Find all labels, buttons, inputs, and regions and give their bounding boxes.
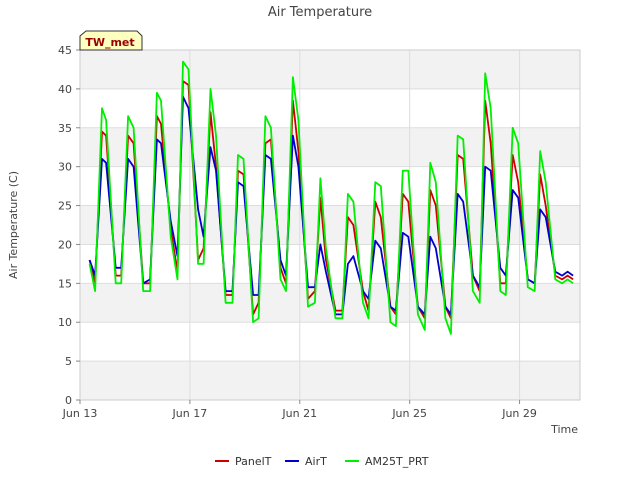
series-lines [88, 60, 574, 335]
legend-label: PanelT [235, 455, 272, 468]
plot-bands [80, 50, 580, 400]
y-tick-label: 45 [58, 44, 72, 57]
legend-item: AirT [285, 455, 327, 468]
x-tick-label: Jun 29 [501, 407, 537, 420]
x-tick-label: Jun 13 [62, 407, 98, 420]
y-tick-label: 25 [58, 200, 72, 213]
plot-frame [79, 49, 581, 401]
plot-band [80, 205, 580, 245]
x-tick-label: Jun 21 [281, 407, 317, 420]
series-line-am25t-prt [88, 60, 574, 335]
x-axis: Jun 13 Jun 17 Jun 21 Jun 25 Jun 29 [62, 400, 537, 420]
y-tick-label: 35 [58, 122, 72, 135]
plot-band [80, 50, 580, 89]
badge-label: TW_met [85, 36, 134, 49]
y-axis-label: Air Temperature (C) [7, 171, 20, 279]
y-tick-label: 40 [58, 83, 72, 96]
x-tick-label: Jun 25 [391, 407, 427, 420]
y-tick-label: 15 [58, 277, 72, 290]
plot-band [80, 361, 580, 400]
y-tick-label: 10 [58, 316, 72, 329]
x-tick-label: Jun 17 [172, 407, 208, 420]
badge-box [79, 30, 143, 51]
y-tick-label: 5 [65, 355, 72, 368]
plot-band [80, 88, 580, 128]
legend-item: AM25T_PRT [345, 455, 429, 468]
y-axis: 0 5 10 15 20 25 30 35 40 45 [58, 44, 80, 407]
legend-label: AirT [305, 455, 327, 468]
legend-item: PanelT [215, 455, 272, 468]
legend-label: AM25T_PRT [365, 455, 429, 468]
badge: TW_met [79, 30, 143, 51]
x-axis-label: Time [550, 423, 578, 436]
y-tick-label: 30 [58, 161, 72, 174]
y-tick-label: 20 [58, 238, 72, 251]
plot-band [80, 166, 580, 206]
legend: PanelT AirT AM25T_PRT [215, 455, 429, 468]
plot-band [80, 322, 580, 362]
y-tick-label: 0 [65, 394, 72, 407]
chart-title: Air Temperature [268, 5, 372, 20]
